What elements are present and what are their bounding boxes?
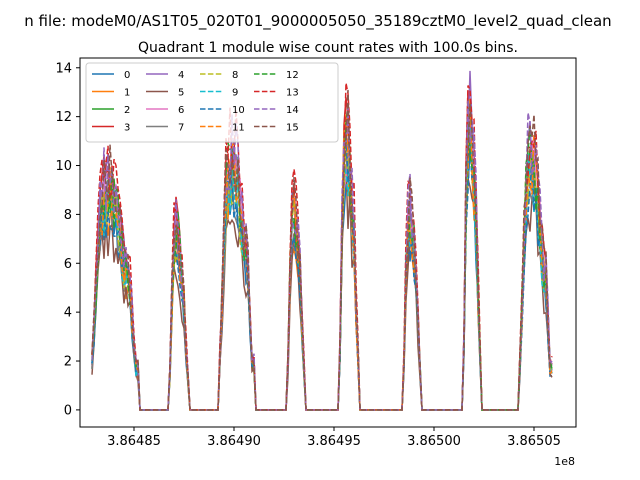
plot-area-frame <box>79 57 577 428</box>
y-tick-label: 2 <box>64 355 72 370</box>
legend-label-10: 10 <box>232 105 245 116</box>
legend-label-8: 8 <box>232 70 238 81</box>
figure-suptitle: n file: modeM0/AS1T05_020T01_9000005050_… <box>24 12 611 31</box>
y-tick-label: 4 <box>64 306 72 321</box>
legend-label-9: 9 <box>232 88 238 99</box>
x-axis: 3.86485 3.86490 3.86495 3.86500 3.86505 <box>107 427 561 449</box>
x-tick-label: 3.86485 <box>107 434 161 449</box>
y-axis: 0 2 4 6 8 10 12 14 <box>55 61 80 418</box>
legend-label-11: 11 <box>232 123 245 134</box>
x-tick-label: 3.86500 <box>407 434 461 449</box>
y-tick-label: 10 <box>55 159 72 174</box>
y-tick-label: 6 <box>64 257 72 272</box>
legend-label-3: 3 <box>124 123 130 134</box>
y-tick-label: 14 <box>55 61 72 76</box>
legend-label-7: 7 <box>178 123 184 134</box>
legend-label-13: 13 <box>286 88 299 99</box>
y-tick-label: 0 <box>64 403 72 418</box>
legend-label-12: 12 <box>286 70 299 81</box>
legend-label-6: 6 <box>178 105 184 116</box>
y-tick-label: 8 <box>64 208 72 223</box>
legend-label-4: 4 <box>178 70 184 81</box>
legend-label-1: 1 <box>124 88 130 99</box>
x-tick-label: 3.86505 <box>507 434 561 449</box>
y-tick-label: 12 <box>55 110 72 125</box>
x-tick-label: 3.86490 <box>207 434 261 449</box>
x-axis-offset-label: 1e8 <box>554 455 575 468</box>
series-lines <box>91 70 553 411</box>
legend-label-14: 14 <box>286 105 299 116</box>
legend-label-15: 15 <box>286 123 299 134</box>
x-tick-label: 3.86495 <box>307 434 361 449</box>
legend-box <box>85 62 339 143</box>
chart-title: Quadrant 1 module wise count rates with … <box>138 40 518 56</box>
legend-label-2: 2 <box>124 105 130 116</box>
legend-label-5: 5 <box>178 88 184 99</box>
series-line-15 <box>91 89 553 411</box>
legend-label-0: 0 <box>124 70 130 81</box>
